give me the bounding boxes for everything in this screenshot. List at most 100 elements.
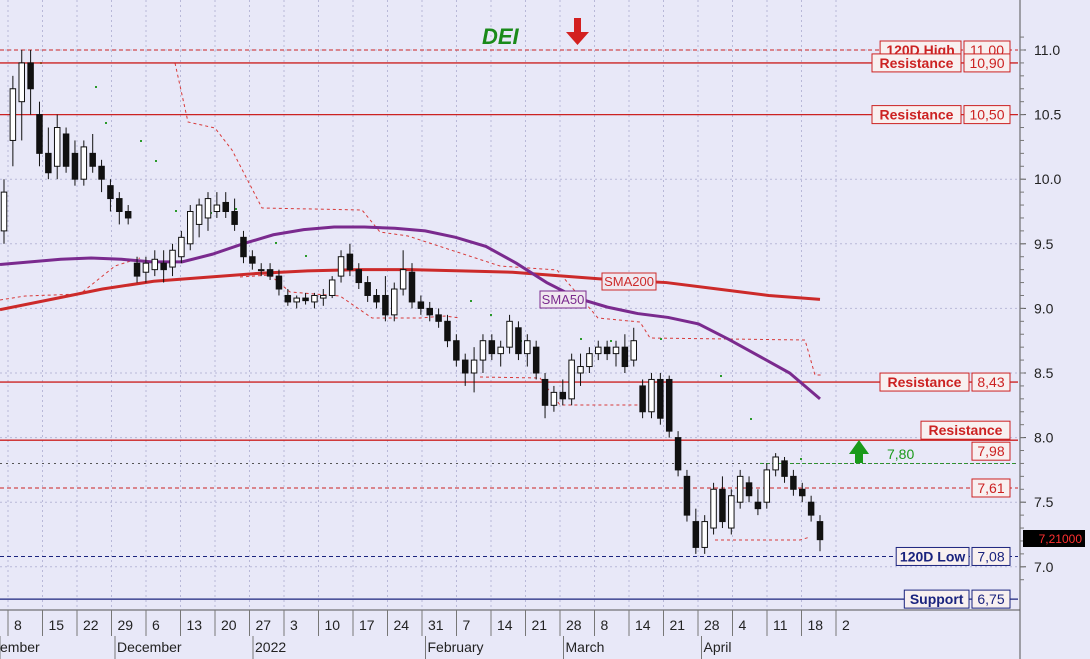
candle (621, 334, 629, 373)
candle-body (541, 378, 549, 406)
level-value-box (963, 53, 1011, 73)
x-tick-label: 18 (808, 617, 824, 633)
candle-body (710, 488, 717, 529)
y-tick-label: 7.5 (1034, 494, 1054, 510)
candle (603, 340, 611, 361)
x-tick-label: 28 (566, 617, 582, 633)
candle-body (399, 269, 407, 290)
x-month-label: 2022 (255, 639, 286, 655)
candle-body (453, 340, 460, 361)
candle-body (382, 294, 389, 316)
candle (639, 379, 646, 419)
x-tick-label: 8 (14, 617, 22, 633)
candle-body (320, 294, 327, 299)
candle-body (355, 269, 363, 284)
candle-body (408, 271, 416, 303)
candle-body (364, 282, 371, 296)
level-label: Resistance (929, 422, 1003, 438)
candle (116, 192, 123, 225)
candle-body (577, 366, 584, 374)
candle (408, 263, 416, 309)
x-month-label: ember (0, 639, 40, 655)
x-axis-panel (0, 610, 1020, 659)
x-tick-label: 11 (773, 617, 788, 633)
x-month-label: February (428, 639, 484, 655)
candle (648, 373, 655, 419)
candle-body (80, 146, 88, 180)
level-label: Resistance (888, 374, 962, 390)
candle (9, 75, 17, 167)
last-price-badge: 7,21000 (1023, 530, 1085, 547)
x-tick-label: 4 (739, 617, 747, 633)
candle-body (124, 211, 132, 219)
candle-body (417, 301, 425, 309)
candle (382, 276, 389, 322)
level-value-label: 7,08 (977, 548, 1004, 564)
ticker-title: DEI (482, 24, 520, 49)
candle (133, 256, 141, 283)
candle (391, 282, 398, 322)
level-label: Resistance (880, 55, 954, 71)
candle-body (807, 501, 815, 516)
envelope-dot (490, 314, 492, 316)
candle-body (568, 359, 575, 400)
candle-body (231, 211, 238, 225)
sma200-line (0, 268, 821, 312)
sma200-label: SMA200 (604, 274, 654, 289)
candle (355, 263, 363, 290)
candle-body (53, 127, 61, 167)
candle (444, 314, 451, 348)
candle-body (302, 297, 309, 302)
y-tick-label: 9.0 (1034, 300, 1054, 316)
y-tick-label: 11.0 (1034, 42, 1060, 58)
envelope-dot (610, 340, 612, 342)
candle-body (142, 262, 150, 273)
candle (45, 127, 52, 180)
level-label: 120D Low (900, 548, 965, 564)
candle-body (444, 320, 451, 342)
candle (710, 482, 717, 535)
level-label-box (895, 546, 970, 566)
candle-body (257, 269, 265, 272)
candle (745, 476, 753, 503)
x-tick-label: 13 (187, 617, 203, 633)
x-tick-label: 10 (325, 617, 341, 633)
candle (337, 250, 345, 283)
y-tick-label: 9.5 (1034, 236, 1054, 252)
x-tick-label: 14 (635, 617, 651, 633)
candle (80, 140, 88, 186)
candle-body (204, 198, 212, 219)
stop-envelope (174, 62, 822, 376)
x-tick-label: 29 (118, 617, 134, 633)
candle (754, 489, 762, 516)
candle (674, 431, 682, 477)
x-tick-label: 8 (601, 617, 609, 633)
candle-body (337, 256, 345, 277)
candle (240, 230, 247, 264)
level-value-box (971, 441, 1011, 461)
candle-body (45, 152, 52, 174)
candle-body (266, 269, 274, 277)
candle-body (790, 475, 797, 490)
candle (311, 292, 318, 309)
y-tick-label: 8.0 (1034, 430, 1054, 446)
y-tick-label: 10.0 (1034, 171, 1061, 187)
envelope-dot (175, 210, 177, 212)
candle-body (160, 262, 167, 271)
candle (541, 373, 549, 419)
x-tick-label: 14 (497, 617, 513, 633)
envelope-dot (155, 160, 157, 162)
candle (568, 353, 575, 406)
candle (550, 385, 558, 412)
up-arrow-icon (849, 440, 869, 463)
candle (195, 198, 203, 238)
last-price-label: 7,21000 (1039, 532, 1083, 546)
candle (577, 353, 584, 386)
level-label-box (920, 420, 1011, 440)
candle (763, 463, 771, 509)
y-tick-label: 10.5 (1034, 107, 1061, 123)
x-tick-label: 15 (49, 617, 65, 633)
envelope-dot (235, 208, 237, 210)
candle (435, 308, 442, 328)
